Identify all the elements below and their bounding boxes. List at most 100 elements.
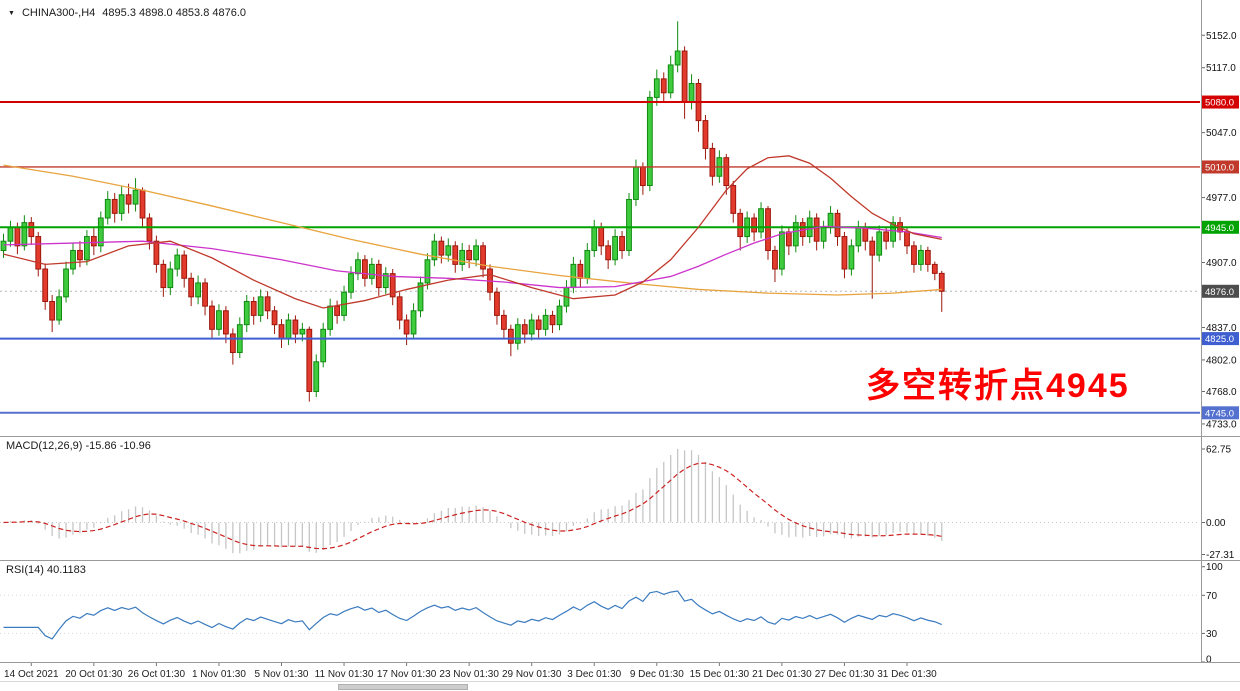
candle xyxy=(334,305,341,316)
svg-text:14 Oct 2021: 14 Oct 2021 xyxy=(4,669,59,680)
candle xyxy=(570,263,577,289)
candle xyxy=(28,222,35,238)
ma-fast-red[interactable] xyxy=(3,155,942,309)
candle xyxy=(633,166,639,200)
horizontal-scrollbar[interactable] xyxy=(0,683,1240,691)
symbol-dropdown-icon[interactable]: ▼ xyxy=(8,9,15,17)
candle xyxy=(674,50,681,66)
ma-mid-magenta[interactable] xyxy=(3,225,942,289)
candle xyxy=(779,231,785,270)
candle xyxy=(271,310,278,326)
candle xyxy=(35,236,42,270)
candle xyxy=(229,333,236,354)
candle xyxy=(883,231,890,242)
candle xyxy=(459,249,466,265)
candle xyxy=(862,226,869,242)
candle xyxy=(70,249,76,270)
candle xyxy=(612,236,619,261)
price-badge xyxy=(1202,220,1239,234)
candle xyxy=(918,249,924,265)
candle xyxy=(591,226,598,251)
candle xyxy=(785,231,792,247)
svg-text:5010.0: 5010.0 xyxy=(1205,162,1234,173)
svg-text:5117.0: 5117.0 xyxy=(1206,63,1236,74)
candle xyxy=(389,273,396,298)
candle xyxy=(292,319,299,335)
candle xyxy=(737,212,744,238)
candle xyxy=(77,249,83,261)
candle xyxy=(63,268,69,298)
svg-text:27 Dec 01:30: 27 Dec 01:30 xyxy=(815,669,875,680)
candle xyxy=(688,82,695,103)
candle xyxy=(758,208,764,233)
candle xyxy=(466,249,473,261)
candle xyxy=(167,268,174,289)
candle xyxy=(0,240,7,251)
candle xyxy=(56,296,63,321)
candle xyxy=(216,310,222,330)
candle xyxy=(223,310,229,335)
candle xyxy=(396,296,403,321)
candle xyxy=(813,217,820,242)
candle xyxy=(646,96,653,187)
svg-text:23 Nov 01:30: 23 Nov 01:30 xyxy=(439,669,499,680)
svg-text:0: 0 xyxy=(1206,655,1212,666)
candle xyxy=(938,272,945,292)
price-annotation-text[interactable]: 多空转折点4945 xyxy=(866,367,1130,405)
svg-text:4768.0: 4768.0 xyxy=(1206,387,1237,398)
svg-text:62.75: 62.75 xyxy=(1206,445,1231,456)
price-badge xyxy=(1202,160,1239,174)
svg-text:100: 100 xyxy=(1206,562,1223,573)
candle xyxy=(111,198,118,214)
candle xyxy=(792,222,799,247)
candle xyxy=(445,245,452,256)
candle xyxy=(820,226,827,242)
candle xyxy=(410,310,417,335)
rsi-indicator-label: RSI(14) 40.1183 xyxy=(6,564,86,576)
scrollbar-thumb[interactable] xyxy=(338,684,468,690)
macd-signal-line xyxy=(3,462,942,550)
candle xyxy=(438,240,445,256)
candle xyxy=(876,231,883,256)
svg-text:4825.0: 4825.0 xyxy=(1205,334,1234,345)
candle xyxy=(681,50,688,103)
candle xyxy=(403,319,410,335)
candle xyxy=(49,300,56,321)
candle xyxy=(890,222,897,242)
svg-text:26 Oct 01:30: 26 Oct 01:30 xyxy=(128,669,186,680)
price-pane[interactable] xyxy=(0,21,1200,414)
candle xyxy=(348,273,354,293)
candle xyxy=(21,222,28,247)
candle xyxy=(702,120,709,149)
candle xyxy=(257,296,264,316)
candle xyxy=(827,212,834,228)
price-axis: 5080.0 5010.0 4945.0 4825.0 4745.0 5152.0 5117… xyxy=(1201,31,1239,666)
candle xyxy=(911,245,917,265)
candle xyxy=(723,157,730,187)
candle xyxy=(243,300,250,326)
candle xyxy=(507,328,514,344)
candle xyxy=(306,328,313,392)
ma-slow-orange[interactable] xyxy=(3,164,942,296)
symbol-timeframe-label: CHINA300-,H4 xyxy=(21,7,96,19)
svg-text:11 Nov 01:30: 11 Nov 01:30 xyxy=(315,669,374,680)
candle xyxy=(924,249,931,265)
svg-text:21 Dec 01:30: 21 Dec 01:30 xyxy=(752,669,812,680)
candle xyxy=(542,314,549,330)
candle xyxy=(195,282,201,298)
svg-text:9 Dec 01:30: 9 Dec 01:30 xyxy=(630,669,684,680)
candle xyxy=(188,277,195,298)
candle xyxy=(42,268,49,302)
rsi-pane[interactable] xyxy=(0,590,1200,640)
ohlc-values: 4895.3 4898.0 4853.8 4876.0 xyxy=(102,7,247,19)
macd-pane[interactable] xyxy=(0,449,1200,554)
candle xyxy=(181,254,188,279)
candle xyxy=(626,198,632,251)
candle xyxy=(640,166,646,187)
price-badge xyxy=(1202,406,1239,420)
candle xyxy=(730,185,737,214)
candle xyxy=(494,291,500,316)
candle xyxy=(619,236,625,251)
candle xyxy=(355,259,361,275)
